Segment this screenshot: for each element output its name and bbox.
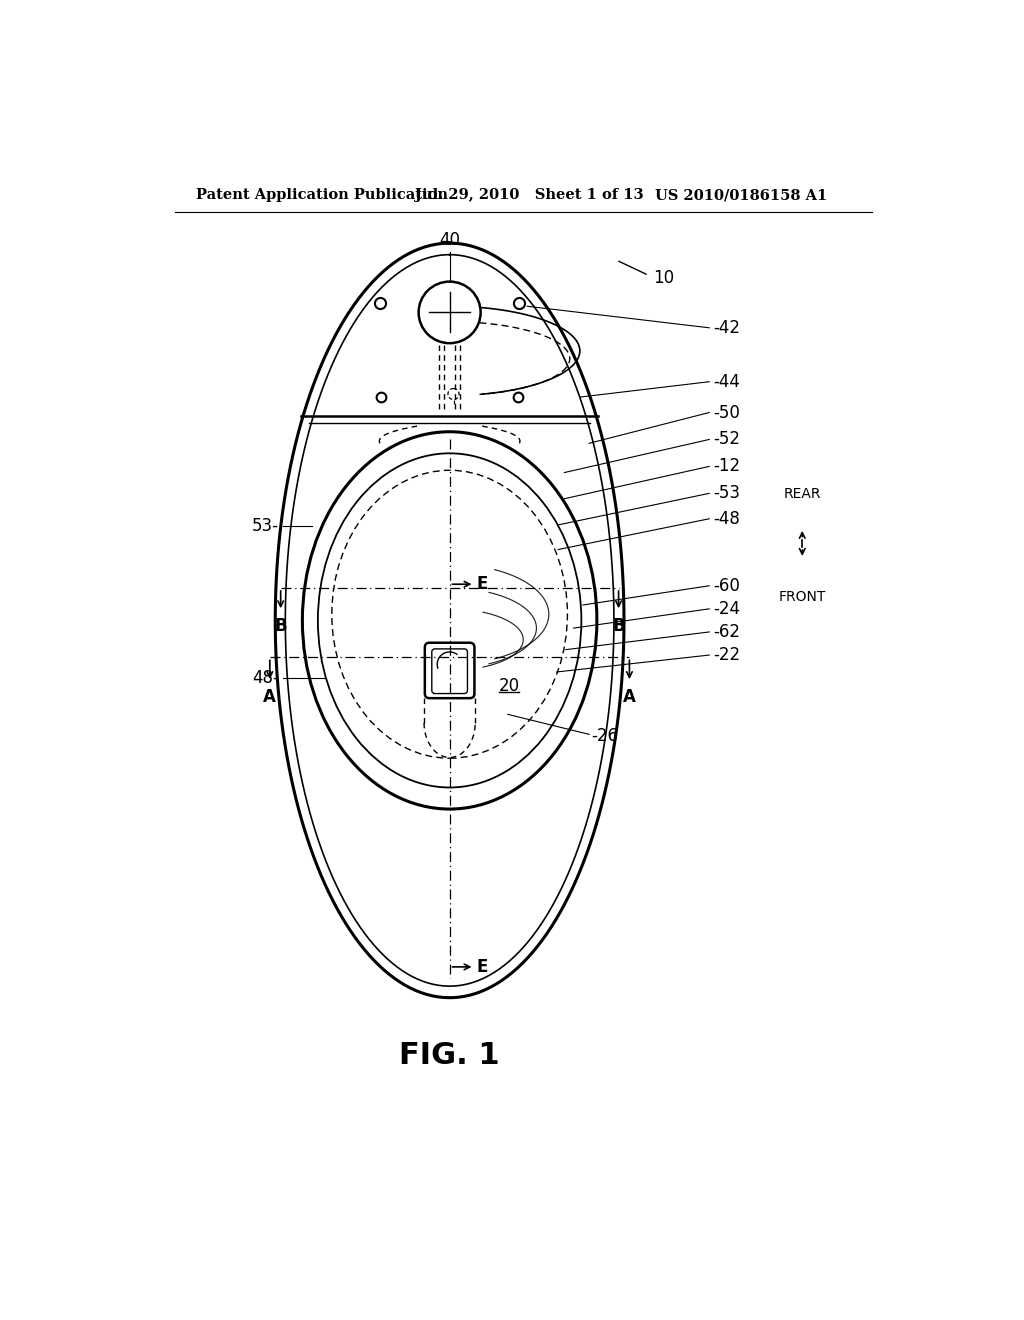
Text: E: E: [477, 576, 488, 593]
Text: -42: -42: [713, 319, 740, 337]
Text: A: A: [623, 688, 636, 706]
Text: -12: -12: [713, 458, 740, 475]
Text: 10: 10: [652, 269, 674, 286]
Text: Patent Application Publication: Patent Application Publication: [197, 189, 449, 202]
Text: 53-: 53-: [252, 516, 280, 535]
Text: FRONT: FRONT: [778, 590, 826, 603]
Text: Jul. 29, 2010   Sheet 1 of 13: Jul. 29, 2010 Sheet 1 of 13: [415, 189, 643, 202]
Text: -52: -52: [713, 430, 740, 449]
Text: 20: 20: [499, 677, 520, 694]
Text: 48-: 48-: [252, 669, 280, 688]
Text: -62: -62: [713, 623, 740, 642]
Text: E: E: [477, 958, 488, 975]
Text: -26: -26: [592, 727, 618, 744]
Text: -44: -44: [713, 372, 740, 391]
Text: -24: -24: [713, 599, 740, 618]
Text: B: B: [274, 618, 287, 635]
Text: -22: -22: [713, 645, 740, 664]
Text: US 2010/0186158 A1: US 2010/0186158 A1: [655, 189, 827, 202]
Text: 40: 40: [439, 231, 460, 249]
Text: B: B: [612, 618, 625, 635]
Text: -60: -60: [713, 577, 740, 595]
Text: -53: -53: [713, 484, 740, 503]
Text: -48: -48: [713, 510, 740, 528]
Text: FIG. 1: FIG. 1: [399, 1041, 500, 1071]
Text: REAR: REAR: [783, 487, 821, 502]
Text: A: A: [263, 688, 276, 706]
Text: -50: -50: [713, 404, 740, 421]
